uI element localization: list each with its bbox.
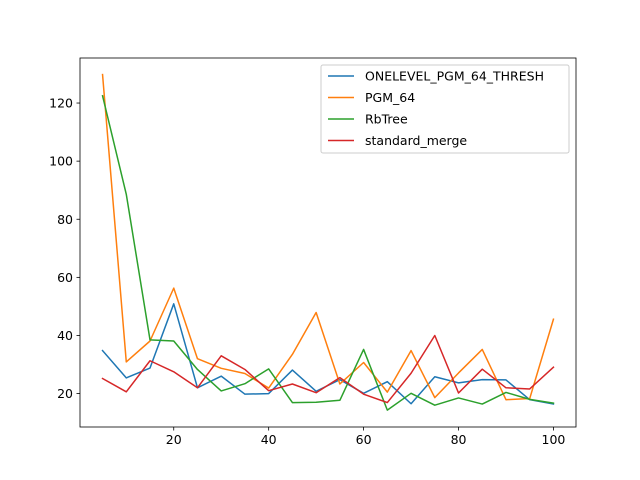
legend-label: RbTree [365,112,408,127]
y-tick-label: 100 [49,154,73,169]
y-tick-label: 120 [49,96,73,111]
x-tick-label: 80 [451,432,467,447]
legend-box [320,64,570,154]
x-tick-label: 100 [542,432,566,447]
legend-label: ONELEVEL_PGM_64_THRESH [365,69,544,84]
series-line-3 [101,334,555,404]
legend: ONELEVEL_PGM_64_THRESH PGM_64 RbTree standa… [320,64,570,154]
series-line-2 [101,94,555,411]
x-tick-label: 60 [356,432,372,447]
y-tick-label: 40 [57,328,73,343]
series-line-1 [101,73,555,401]
y-tick-label: 60 [57,270,73,285]
x-tick-label: 20 [166,432,182,447]
y-axis: 20 40 60 80 100 120 [49,96,80,401]
y-tick-label: 80 [57,212,73,227]
y-tick-label: 20 [57,386,73,401]
plot-frame [79,57,577,428]
x-axis: 20 40 60 80 100 [166,427,566,447]
legend-label: PGM_64 [365,90,415,105]
legend-label: standard_merge [365,133,467,148]
series-layer [101,73,555,411]
x-tick-label: 40 [261,432,277,447]
